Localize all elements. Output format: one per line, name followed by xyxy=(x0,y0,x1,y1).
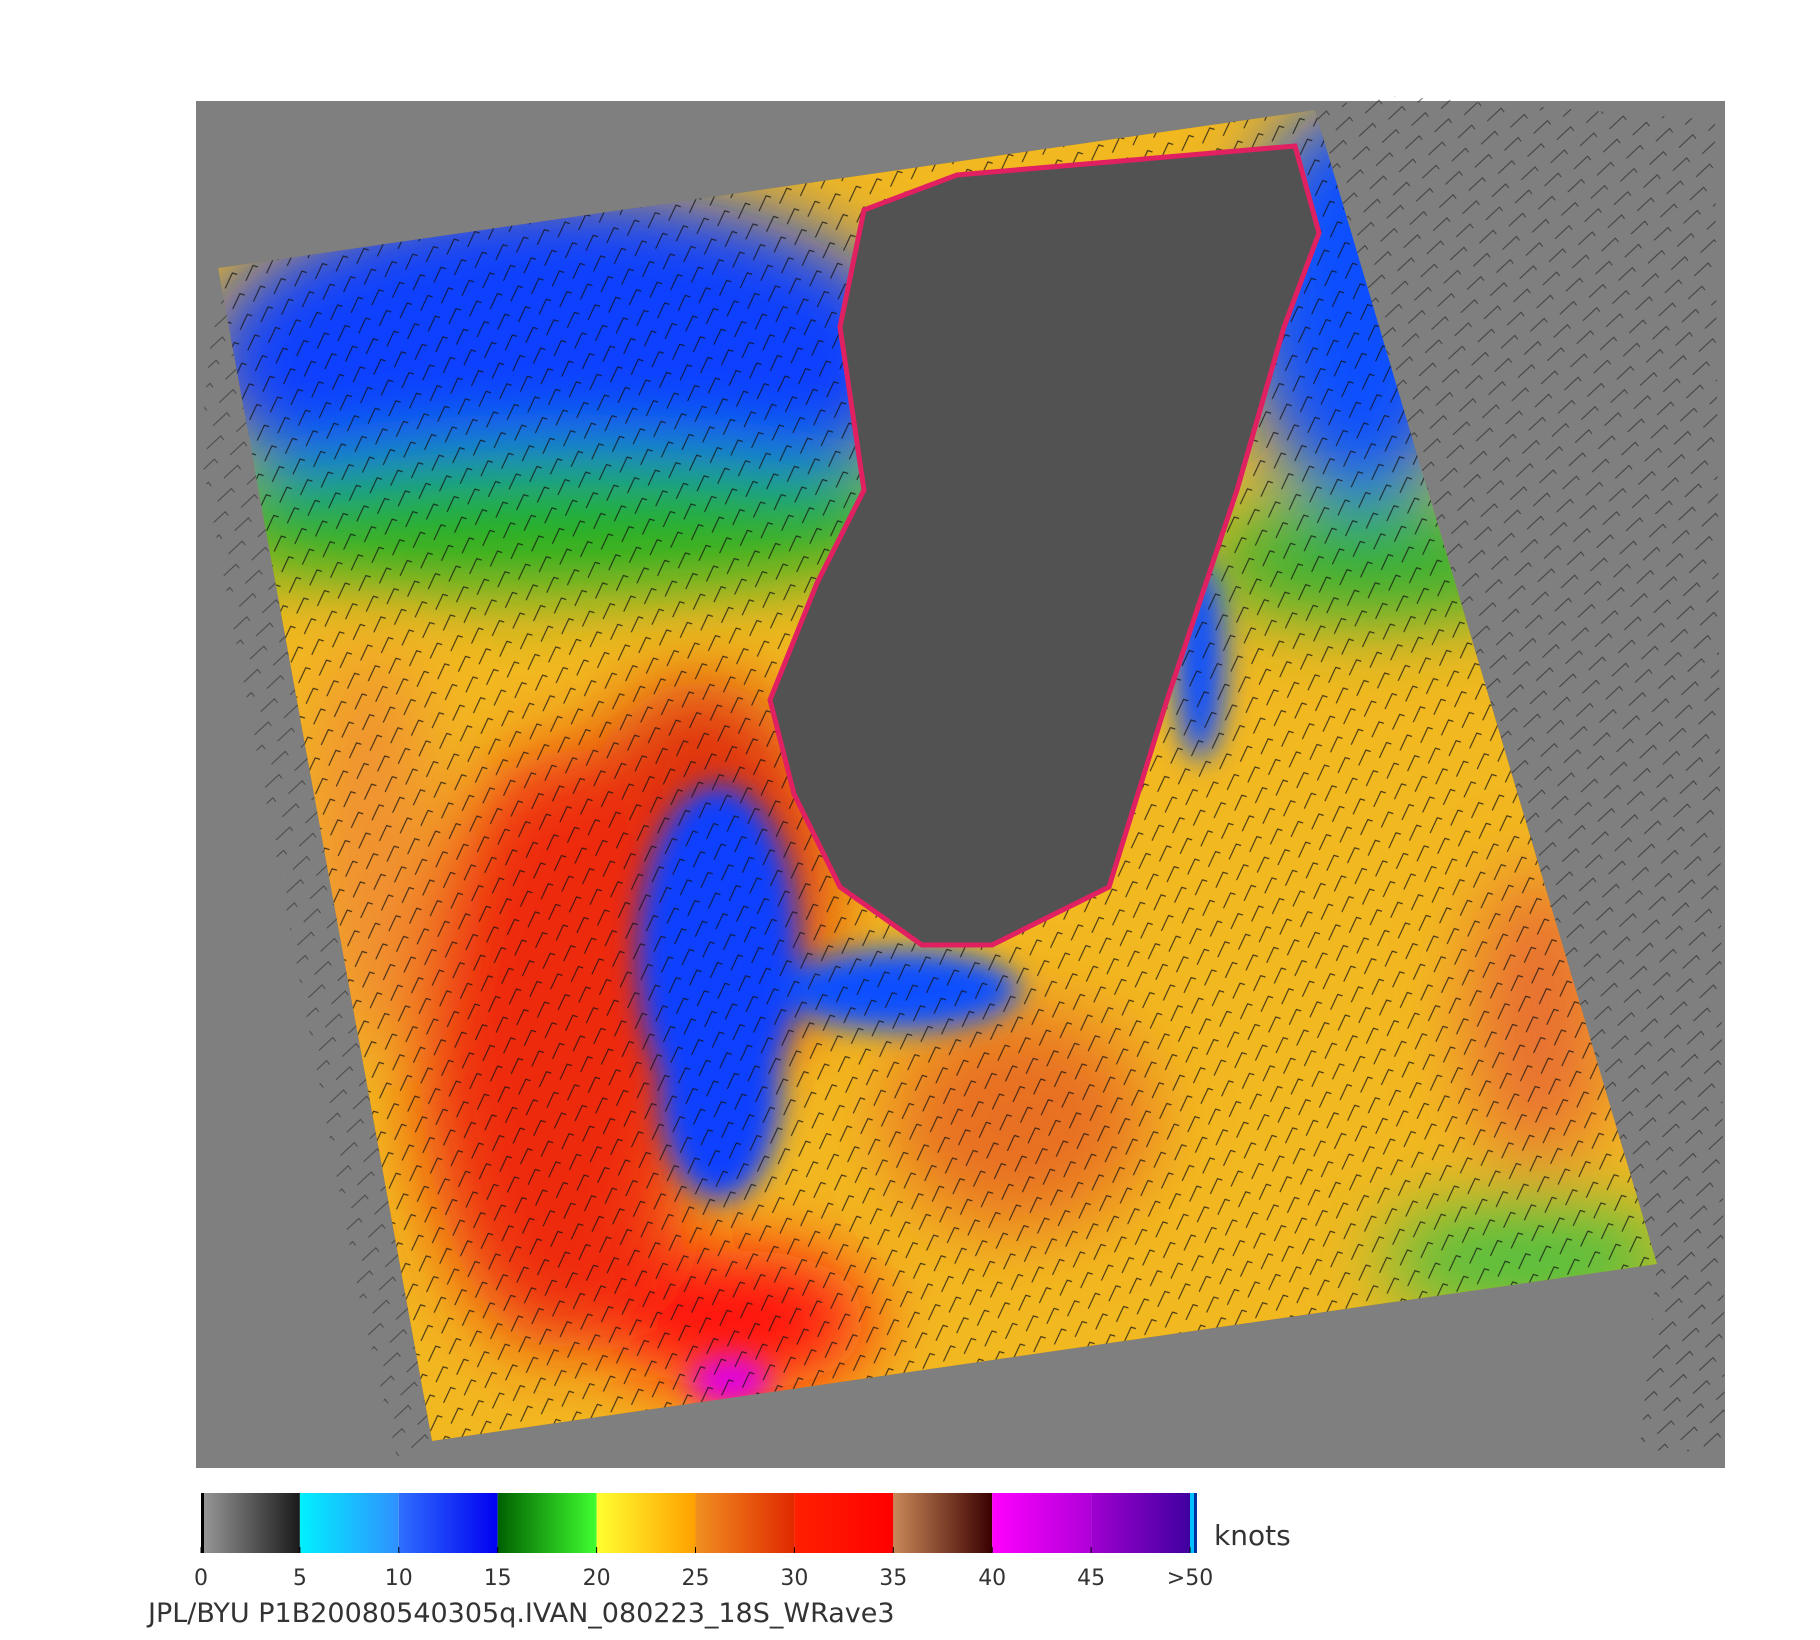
colorbar: 0 5 10 15 20 25 30 35 40 45 >50 xyxy=(194,1493,1213,1591)
colorbar-segment xyxy=(398,1493,498,1553)
colorbar-segment xyxy=(794,1493,894,1553)
colorbar-tick-label: 20 xyxy=(583,1566,611,1591)
colorbar-tick-label: 15 xyxy=(484,1566,512,1591)
colorbar-tick-label: 45 xyxy=(1077,1566,1105,1591)
colorbar-tick-label: 5 xyxy=(293,1566,307,1591)
colorbar-segment xyxy=(695,1493,795,1553)
colorbar-segment xyxy=(497,1493,597,1553)
footer-caption: JPL/BYU P1B20080540305q.IVAN_080223_18S_… xyxy=(146,1598,895,1629)
colorbar-tick-label: 10 xyxy=(385,1566,413,1591)
colorbar-end xyxy=(1190,1493,1194,1553)
colorbar-unit: knots xyxy=(1214,1519,1291,1552)
colorbar-segment xyxy=(201,1493,300,1553)
land-madagascar xyxy=(767,143,1322,948)
outer-barbs xyxy=(200,268,432,1470)
outer-barbs xyxy=(1315,95,1725,1452)
colorbar-tick-label: >50 xyxy=(1167,1566,1213,1591)
colorbar-tick-label: 35 xyxy=(879,1566,907,1591)
colorbar-segment xyxy=(299,1493,399,1553)
colorbar-segment xyxy=(992,1493,1092,1553)
colorbar-end xyxy=(1194,1493,1197,1553)
colorbar-segment xyxy=(893,1493,993,1553)
colorbar-segment xyxy=(1091,1493,1190,1553)
colorbar-tick-label: 30 xyxy=(780,1566,808,1591)
colorbar-start xyxy=(201,1493,204,1553)
colorbar-tick-label: 25 xyxy=(682,1566,710,1591)
colorbar-segment xyxy=(596,1493,696,1553)
colorbar-tick-label: 40 xyxy=(978,1566,1006,1591)
colorbar-tick-label: 0 xyxy=(194,1566,208,1591)
